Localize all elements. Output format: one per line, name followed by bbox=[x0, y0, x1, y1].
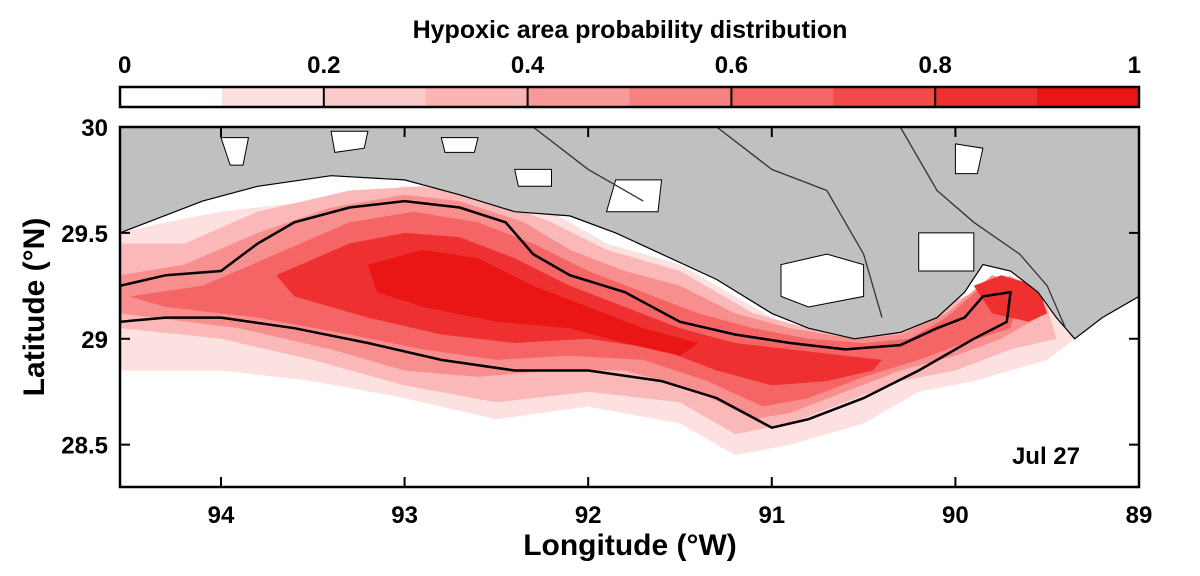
colorbar-swatch bbox=[527, 87, 630, 107]
x-axis-ticks: 94 93 92 91 90 89 bbox=[208, 127, 1153, 529]
colorbar-tick-label: 0.2 bbox=[307, 52, 340, 79]
river bbox=[716, 127, 883, 318]
colorbar-swatch bbox=[731, 87, 834, 107]
colorbar-swatch bbox=[425, 87, 529, 107]
colorbar-ticks bbox=[322, 87, 937, 107]
lake bbox=[514, 168, 552, 187]
river bbox=[532, 127, 644, 202]
colorbar-swatch bbox=[629, 87, 732, 107]
colorbar-swatch bbox=[221, 87, 325, 107]
x-tick-label: 94 bbox=[208, 502, 235, 529]
x-tick-label: 90 bbox=[942, 502, 969, 529]
map: 94 93 92 91 90 89 30 29.5 29 28.5 Jul 27 bbox=[61, 115, 1152, 529]
x-tick-label: 91 bbox=[758, 502, 785, 529]
colorbar-tick-label: 0.6 bbox=[715, 52, 748, 79]
colorbar-tick-label: 0.4 bbox=[511, 52, 545, 79]
map-frame bbox=[118, 125, 1141, 489]
y-tick-label: 28.5 bbox=[61, 433, 108, 460]
lake bbox=[440, 137, 479, 153]
hypoxia-probability-fill bbox=[120, 186, 1075, 456]
colorbar-title: Hypoxic area probability distribution bbox=[413, 16, 848, 44]
colorbar-swatch bbox=[935, 87, 1038, 107]
x-tick-label: 92 bbox=[575, 502, 602, 529]
y-tick-label: 29.5 bbox=[61, 221, 108, 248]
colorbar-swatch bbox=[323, 87, 427, 107]
lake bbox=[330, 130, 369, 153]
colorbar-swatch bbox=[1037, 87, 1140, 107]
probability-contour-line bbox=[120, 199, 1012, 430]
y-tick-label: 30 bbox=[81, 115, 108, 142]
rivers bbox=[532, 127, 1067, 329]
colorbar-tick-labels: 0 0.2 0.4 0.6 0.8 1 bbox=[118, 52, 1141, 79]
y-tick-label: 29 bbox=[81, 327, 108, 354]
lake bbox=[954, 143, 984, 175]
colorbar-tick-label: 0 bbox=[118, 52, 131, 79]
colorbar-frame bbox=[118, 85, 1141, 109]
lake bbox=[220, 137, 250, 166]
river bbox=[899, 127, 1067, 329]
date-label: Jul 27 bbox=[1012, 443, 1080, 470]
colorbar-swatches bbox=[120, 87, 1140, 107]
hypoxia-level-region bbox=[367, 249, 699, 356]
lake bbox=[918, 232, 975, 272]
colorbar-swatch bbox=[120, 87, 223, 107]
colorbar-swatch bbox=[833, 87, 936, 107]
colorbar-tick-label: 0.8 bbox=[919, 52, 952, 79]
y-axis-label: Latitude (°N) bbox=[18, 218, 51, 397]
x-tick-label: 93 bbox=[391, 502, 418, 529]
x-axis-label: Longitude (°W) bbox=[523, 529, 737, 562]
lake bbox=[780, 253, 865, 308]
y-axis-ticks: 30 29.5 29 28.5 bbox=[61, 115, 1139, 460]
colorbar-tick-label: 1 bbox=[1128, 52, 1141, 79]
x-tick-label: 89 bbox=[1126, 502, 1153, 529]
